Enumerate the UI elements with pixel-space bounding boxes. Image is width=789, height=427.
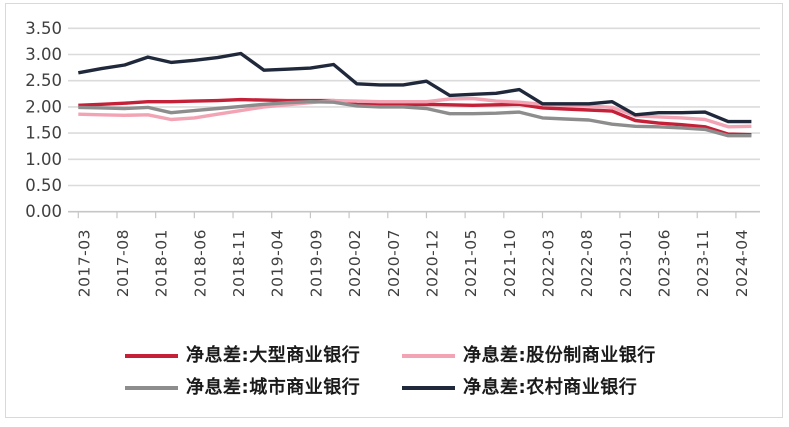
y-axis-tick-label: 0.00 [25, 202, 62, 221]
x-axis-tick-label: 2020-12 [423, 229, 441, 297]
x-axis-tick-label: 2022-03 [539, 229, 557, 297]
x-axis-tick-label: 2023-06 [656, 229, 674, 297]
x-axis-tick-label: 2019-04 [269, 229, 287, 297]
x-axis-tick-label: 2021-05 [462, 229, 480, 297]
x-axis-tick-label: 2021-10 [501, 229, 519, 297]
legend-swatch-large-commercial-banks [125, 354, 178, 358]
legend-label-city-commercial-banks: 净息差:城市商业银行 [186, 377, 361, 398]
y-axis-tick-label: 2.00 [25, 97, 62, 116]
chart-frame [5, 3, 783, 418]
legend-label-joint-stock-commercial-banks: 净息差:股份制商业银行 [463, 345, 656, 366]
legend-swatch-rural-commercial-banks [402, 386, 455, 390]
x-axis-tick-label: 2018-01 [153, 229, 171, 297]
y-axis-tick-label: 2.50 [25, 71, 62, 90]
x-axis-tick-label: 2023-11 [694, 229, 712, 297]
series-line-large-commercial-banks [78, 97, 752, 137]
legend-item-rural-commercial-banks: 净息差:农村商业银行 [402, 377, 637, 399]
x-axis-tick-label: 2020-02 [346, 229, 364, 297]
series-line-city-commercial-banks [78, 99, 752, 138]
legend-item-city-commercial-banks: 净息差:城市商业银行 [125, 377, 360, 399]
y-axis-tick-label: 0.50 [25, 176, 62, 195]
x-axis-tick-label: 2020-07 [385, 229, 403, 297]
x-axis-tick-label: 2023-01 [617, 229, 635, 297]
x-axis-tick-label: 2019-09 [307, 229, 325, 297]
y-axis-tick-label: 3.00 [25, 45, 62, 64]
y-axis-tick-label: 1.50 [25, 124, 62, 143]
y-axis-tick-label: 1.00 [25, 150, 62, 169]
x-axis-tick-label: 2018-06 [191, 229, 209, 297]
y-axis-tick-label: 3.50 [25, 19, 62, 38]
x-axis-tick-label: 2017-03 [75, 229, 93, 297]
x-axis-tick-label: 2017-08 [114, 229, 132, 297]
legend-item-large-commercial-banks: 净息差:大型商业银行 [125, 345, 360, 367]
x-axis-tick-label: 2018-11 [230, 229, 248, 297]
legend-label-rural-commercial-banks: 净息差:农村商业银行 [463, 377, 638, 398]
legend-label-large-commercial-banks: 净息差:大型商业银行 [186, 345, 361, 366]
legend-swatch-joint-stock-commercial-banks [402, 354, 455, 358]
x-axis-tick-label: 2024-04 [733, 229, 751, 297]
series-line-rural-commercial-banks [77, 51, 752, 124]
legend-item-joint-stock-commercial-banks: 净息差:股份制商业银行 [402, 345, 656, 367]
legend-swatch-city-commercial-banks [125, 386, 178, 390]
x-axis-tick-label: 2022-08 [578, 229, 596, 297]
